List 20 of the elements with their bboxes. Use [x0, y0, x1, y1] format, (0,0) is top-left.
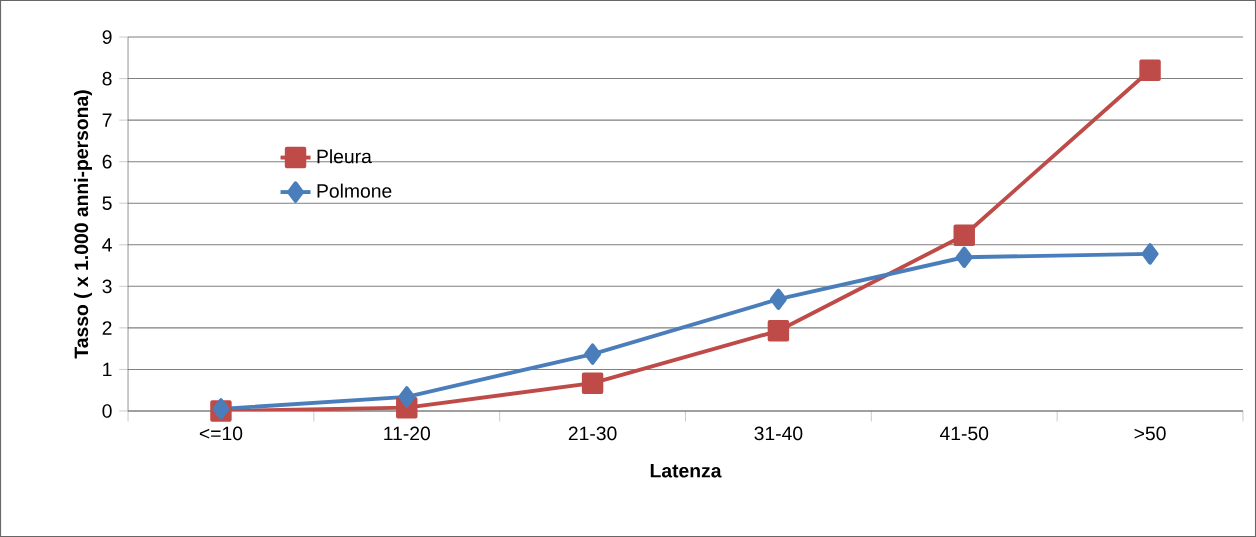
x-axis-title: Latenza	[650, 464, 722, 478]
y-tick-label: 1	[103, 362, 112, 377]
x-tick-label: <=10	[199, 426, 243, 441]
y-axis-title: Tasso ( x 1.000 anni-persona)	[73, 90, 92, 359]
legend-label: Polmone	[317, 183, 392, 198]
y-tick-label: 6	[102, 154, 112, 169]
y-tick-label: 7	[102, 113, 112, 127]
y-tick-label: 8	[102, 71, 112, 86]
y-tick-label: 2	[102, 321, 112, 335]
x-tick-label: 41-50	[939, 426, 989, 441]
x-tick-label: 11-20	[384, 426, 430, 441]
y-tick-label: 3	[102, 279, 112, 294]
y-tick-label: 0	[102, 404, 112, 418]
y-tick-label: 4	[102, 238, 112, 252]
y-tick-label: 5	[102, 196, 112, 210]
x-tick-label: >50	[1134, 426, 1166, 441]
x-tick-label: 31-40	[754, 426, 803, 441]
y-tick-label: 9	[102, 30, 112, 44]
x-tick-label: 21-30	[568, 426, 617, 441]
legend-label: Pleura	[317, 149, 372, 164]
